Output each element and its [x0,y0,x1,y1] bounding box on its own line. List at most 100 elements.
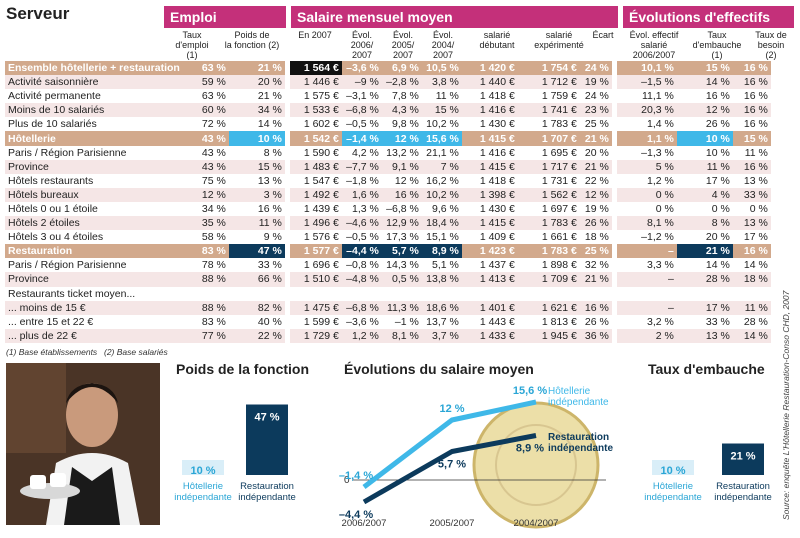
row-label: Hôtels bureaux [5,187,183,202]
table-cell: 19 % [579,201,612,217]
table-cell: 1 439 € [289,201,342,217]
table-cell: 1 483 € [289,159,342,174]
table-cell: 25 % [579,117,612,132]
table-cell: 1 416 € [461,145,518,160]
table-cell: 36 % [579,328,612,343]
table-cell: 1 696 € [289,258,342,273]
table-row: ... entre 15 et 22 €83 % 40 % 1 599 € –3,6 … [5,314,771,329]
table-cell: 16,2 % [421,173,462,188]
table-cell: –1,3 % [616,145,677,160]
table-cell: 1 945 € [517,328,580,343]
table-cell: 1 496 € [289,216,342,231]
table-cell: 14 % [228,117,285,132]
table-cell: –1,2 % [616,230,677,245]
table-cell: 1 759 € [517,89,580,104]
table-row: Activité permanente 63 % 21 % 1 575 € –3,1 %… [5,89,771,104]
row-label: Hôtels 2 étoiles [5,216,183,231]
table-cell: 0,5 % [381,272,422,287]
table-cell [579,286,612,301]
table-cell: 88 % [182,300,229,315]
table-cell: 10 % [228,131,285,146]
table-cell: 1 542 € [289,131,342,146]
table-cell: 18,6 % [421,300,462,315]
source-note: Source: enquête L'Hôtellerie Restauratio… [781,290,791,520]
table-cell [616,286,677,301]
category-label: Restauration [716,481,770,492]
table-cell: 17 % [732,230,771,245]
table-cell: 17 % [676,300,733,315]
bar-value-label: 10 % [660,465,685,477]
table-cell: 3,8 % [421,75,462,90]
table-row: Hôtellerie 43 % 10 % 1 542 € –1,4 % 12 % 15,6 … [5,131,771,146]
table-cell: 59 % [182,75,229,90]
table-cell: 1 446 € [289,75,342,90]
table-cell: 5,1 % [421,258,462,273]
column-header: Évol. 2004/ 2007 [431,30,455,60]
table-cell [421,286,462,301]
table-cell: 14 % [676,75,733,90]
table-cell: 14 % [732,328,771,343]
table-cell: 33 % [732,187,771,202]
table-row: Moins de 10 salariés 60 % 34 % 1 533 € –6,8 … [5,103,771,118]
table-cell: 3,2 % [616,314,677,329]
table-cell: 5 % [616,159,677,174]
table-cell: 11 % [228,216,285,231]
table-cell: 1 437 € [461,258,518,273]
row-label: Hôtellerie [5,131,183,146]
table-cell: 63 % [182,89,229,104]
table-row: Province 43 % 15 % 1 483 € –7,7 % 9,1 % 7 % 1 4… [5,159,771,174]
table-cell: 20 % [676,230,733,245]
table-cell [341,286,382,301]
table-cell: 5,7 % [381,244,422,259]
x-tick-label: 2005/2007 [430,518,475,529]
table-cell: – [616,300,677,315]
data-label: –4,4 % [339,509,373,521]
table-row: Hôtels 3 ou 4 étoiles 58 % 9 % 1 576 € –0,5 … [5,230,771,245]
table-cell: 1 599 € [289,314,342,329]
section-emploi: Emploi [164,6,286,28]
table-cell: –0,5 % [341,230,382,245]
table-cell: 43 % [182,145,229,160]
table-cell: 60 % [182,103,229,118]
column-header: salarié expérimenté [534,30,584,50]
table-cell: 11,1 % [616,89,677,104]
table-cell: 21 % [228,61,285,76]
table-row: Hôtels 2 étoiles 35 % 11 % 1 496 € –4,6 % 12,… [5,216,771,231]
table-cell: –2,8 % [381,75,422,90]
row-label: Ensemble hôtellerie + restauration [5,61,183,76]
table-cell: –3,6 % [341,314,382,329]
column-header: salarié débutant [479,30,515,50]
row-label: Hôtels 0 ou 1 étoile [5,201,183,217]
data-label: 12 % [439,403,464,415]
table-cell: 3 % [228,187,285,202]
page-title: Serveur [6,4,70,23]
table-cell: 16 % [732,159,771,174]
table-cell: 11 % [732,300,771,315]
table-cell: 1 590 € [289,145,342,160]
table-cell: 16 % [228,201,285,217]
table-cell: 83 % [182,314,229,329]
category-label: indépendante [174,492,232,503]
series-name: indépendante [548,397,609,408]
table-cell: 1 430 € [461,201,518,217]
table-cell: 12 % [381,131,422,146]
series-name: indépendante [548,443,613,454]
table-row: Hôtels 0 ou 1 étoile 34 % 16 % 1 439 €1,3 %… [5,201,771,217]
euro-coin [472,401,600,529]
table-cell: 9,1 % [381,159,422,174]
table-cell: 21 % [676,244,733,259]
table-cell: 1 898 € [517,258,580,273]
table-row: Hôtels bureaux 12 % 3 % 1 492 €1,6 % 16 % 10,… [5,187,771,202]
table-cell: 12 % [182,187,229,202]
table-cell: 16 % [732,61,771,76]
table-row: Ensemble hôtellerie + restauration 63 % 21… [5,61,771,76]
table-cell: 1 440 € [461,75,518,90]
section-salaire: Salaire mensuel moyen [291,6,618,28]
table-cell: 16 % [732,89,771,104]
table-cell: 15,1 % [421,230,462,245]
table-row: Plus de 10 salariés 72 % 14 % 1 602 € –0,5 %… [5,117,771,132]
table-cell: 11,3 % [381,300,422,315]
x-tick-label: 2004/2007 [514,518,559,529]
table-cell: 17,3 % [381,230,422,245]
